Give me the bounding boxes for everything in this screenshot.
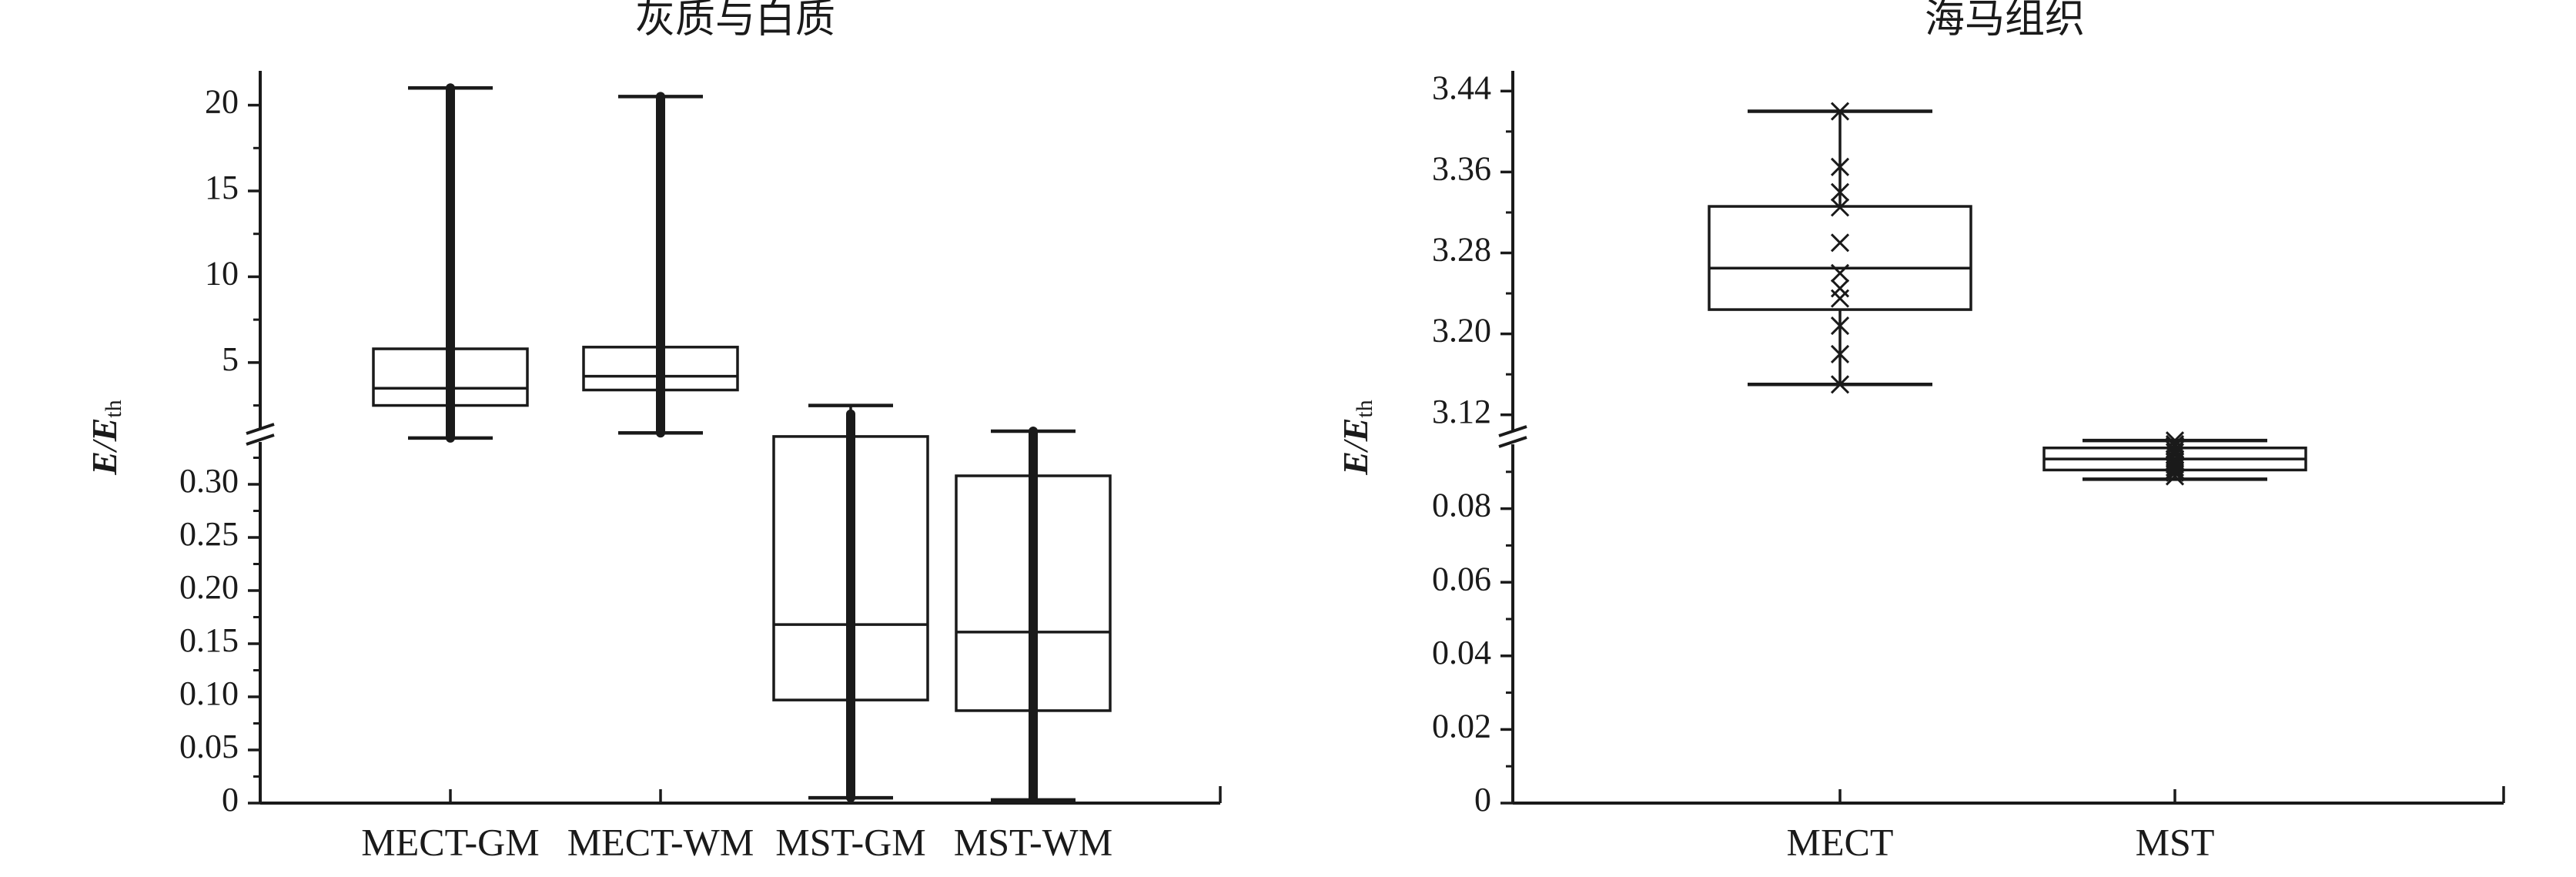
y-axis-label-subscript: th xyxy=(1352,400,1377,417)
y-axis-label-base: E xyxy=(85,418,124,443)
y-tick-label-upper: 5 xyxy=(222,340,239,378)
outlier-point xyxy=(1830,233,1850,253)
y-tick-label-lower: 0.04 xyxy=(1432,634,1491,671)
box-group-mst xyxy=(2042,431,2307,803)
y-tick-label-lower: 0.05 xyxy=(179,728,239,765)
outlier-stroke xyxy=(2165,467,2185,486)
chart-title: 海马组织 xyxy=(1925,0,2085,42)
x-tick-label: MECT xyxy=(1787,820,1894,863)
x-tick-label: MECT-WM xyxy=(567,820,754,863)
axis-break-mark xyxy=(1498,436,1527,448)
outlier-point xyxy=(2165,458,2185,477)
chart-title: 灰质与白质 xyxy=(635,0,835,42)
y-tick-label-lower: 0 xyxy=(1474,781,1491,818)
y-axis-label-sep: / xyxy=(85,438,124,454)
box-group-mst-wm xyxy=(955,427,1112,805)
box xyxy=(372,347,529,407)
y-tick-label-upper: 20 xyxy=(205,83,239,121)
box xyxy=(772,435,929,701)
outlier-stroke xyxy=(1830,316,1850,336)
y-tick-label-upper: 3.44 xyxy=(1432,69,1491,106)
outlier-stroke xyxy=(1830,102,1850,121)
outlier-stroke xyxy=(1830,182,1850,202)
y-tick-label-upper: 15 xyxy=(205,169,239,206)
y-axis-label-main: E xyxy=(1336,451,1375,476)
box-group-mst-gm xyxy=(772,403,929,803)
box xyxy=(582,346,739,392)
box-group-mect-gm xyxy=(372,83,529,803)
y-tick-label-upper: 3.12 xyxy=(1432,393,1491,430)
outlier-stroke xyxy=(1830,157,1850,176)
box xyxy=(1708,205,1972,311)
outlier-point xyxy=(1830,344,1850,363)
axis-break-mark xyxy=(246,423,275,435)
outlier-point xyxy=(2165,463,2185,482)
outlier-stroke xyxy=(2165,463,2185,482)
y-axis-label: E/Eth xyxy=(85,400,126,476)
outlier-point xyxy=(1830,263,1850,283)
outlier-stroke xyxy=(1830,344,1850,363)
outlier-stroke xyxy=(2165,458,2185,477)
box-group-mect xyxy=(1708,102,1972,803)
outlier-point xyxy=(1830,182,1850,202)
y-tick-label-upper: 10 xyxy=(205,255,239,293)
outlier-point xyxy=(1830,102,1850,121)
outlier-stroke xyxy=(1830,263,1850,283)
y-tick-label-upper: 3.28 xyxy=(1432,231,1491,269)
outlier-stroke xyxy=(1830,289,1850,308)
y-tick-label-lower: 0.10 xyxy=(179,674,239,712)
x-tick-label: MST xyxy=(2136,820,2215,863)
y-tick-label-lower: 0.30 xyxy=(179,462,239,500)
x-tick-label: MST-GM xyxy=(775,820,925,863)
y-tick-label-lower: 0.25 xyxy=(179,515,239,553)
axis-break-mark xyxy=(1498,425,1527,437)
box-group-mect-wm xyxy=(582,92,739,803)
y-tick-label-lower: 0.15 xyxy=(179,621,239,659)
y-axis-label-sep: / xyxy=(1336,438,1375,454)
box xyxy=(955,474,1112,712)
outlier-point xyxy=(1830,198,1850,217)
outlier-point xyxy=(1830,316,1850,336)
outlier-point xyxy=(1830,289,1850,308)
y-axis-label-base: E xyxy=(1336,418,1375,443)
x-tick-label: MST-WM xyxy=(954,820,1113,863)
outlier-point xyxy=(1830,157,1850,176)
y-tick-label-lower: 0.02 xyxy=(1432,707,1491,745)
outlier-stroke xyxy=(1830,375,1850,394)
outlier-point xyxy=(2165,467,2185,486)
outlier-stroke xyxy=(2165,460,2185,480)
outlier-stroke xyxy=(1830,198,1850,217)
outlier-point xyxy=(2165,460,2185,480)
outlier-stroke xyxy=(1830,233,1850,253)
x-tick-label: MECT-GM xyxy=(361,820,540,863)
y-tick-label-upper: 3.20 xyxy=(1432,312,1491,350)
y-tick-label-lower: 0.06 xyxy=(1432,560,1491,597)
y-axis-label-main: E xyxy=(85,451,124,476)
y-tick-label-lower: 0.08 xyxy=(1432,487,1491,524)
y-tick-label-lower: 0.20 xyxy=(179,568,239,606)
y-axis-label: E/Eth xyxy=(1336,400,1377,476)
outlier-point xyxy=(1830,375,1850,394)
outlier-point xyxy=(1830,279,1850,298)
y-tick-label-lower: 0 xyxy=(222,781,239,818)
y-axis-label-subscript: th xyxy=(101,400,126,417)
y-tick-label-upper: 3.36 xyxy=(1432,149,1491,187)
axis-break-mark xyxy=(246,433,275,446)
